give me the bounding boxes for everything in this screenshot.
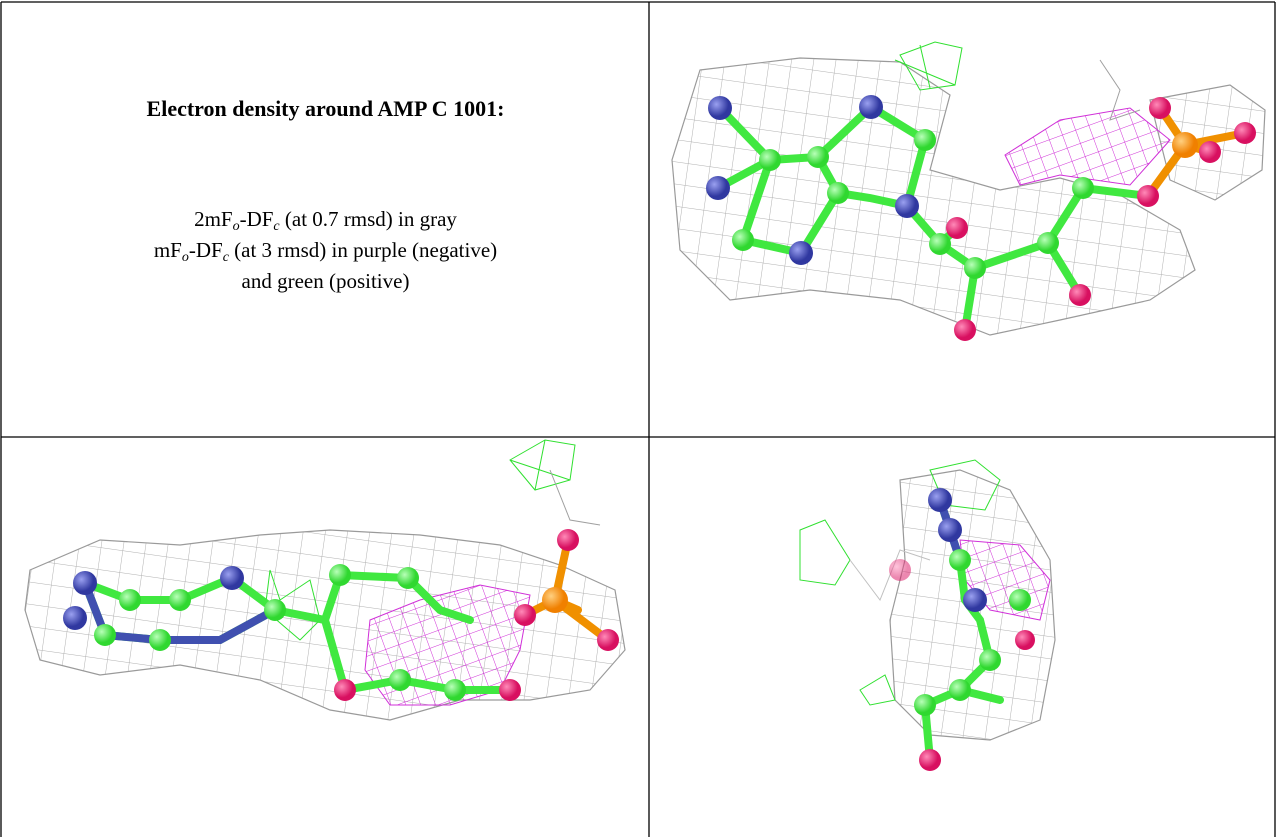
text-run: -DF [189, 238, 223, 262]
text-run: and green (positive) [242, 269, 410, 293]
text-run: (at 0.7 rmsd) in gray [280, 207, 457, 231]
density-view-bottom-left [25, 440, 625, 720]
density-view-top-right [672, 42, 1265, 341]
page: Electron density around AMP C 1001: 2mFo… [0, 0, 1276, 837]
figure-table [0, 0, 1276, 837]
subscript: o [233, 219, 240, 234]
subscript: o [182, 250, 189, 265]
text-run: -DF [240, 207, 274, 231]
legend-line: and green (positive) [2, 266, 649, 297]
legend-line: 2mFo-DFc (at 0.7 rmsd) in gray [2, 204, 649, 235]
legend-line: mFo-DFc (at 3 rmsd) in purple (negative) [2, 235, 649, 266]
title: Electron density around AMP C 1001: [2, 96, 649, 122]
density-view-bottom-right [800, 460, 1055, 771]
text-run: (at 3 rmsd) in purple (negative) [229, 238, 497, 262]
text-run: 2mF [194, 207, 233, 231]
text-run: mF [154, 238, 182, 262]
